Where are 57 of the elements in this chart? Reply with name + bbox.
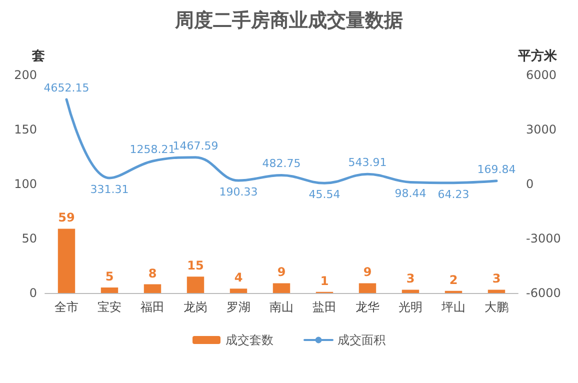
data-label: 64.23 [438,188,470,201]
data-label: 45.54 [308,188,340,202]
data-label: 1467.59 [172,139,218,152]
data-label: 98.44 [394,187,426,200]
bar [272,283,290,293]
data-label: 9 [277,265,286,280]
bar [100,288,118,293]
x-tick-label: 全市 [54,300,78,314]
data-label: 331.31 [90,182,129,196]
bar [230,288,248,293]
bar [358,283,376,293]
y2-axis-title: 平方米 [517,48,558,64]
y-tick-label: 200 [14,68,37,82]
data-label: 1 [320,274,329,288]
data-label: 4 [234,270,243,285]
legend-label: 成交面积 [338,333,386,347]
data-label: 9 [363,265,372,280]
x-tick-label: 盐田 [312,300,336,314]
data-label: 543.91 [348,156,387,170]
data-label: 3 [406,272,415,286]
y2-tick-label: -3000 [526,232,561,246]
y2-tick-label: 6000 [526,68,557,82]
data-label: 3 [492,272,501,286]
chart-title: 周度二手房商业成交量数据 [174,10,403,32]
y-tick-label: 0 [29,286,37,300]
x-tick-label: 南山 [270,300,294,314]
y-tick-label: 100 [14,177,37,191]
legend-label: 成交套数 [226,333,274,347]
bar [58,228,76,293]
data-label: 8 [148,266,157,280]
data-label: 169.84 [477,162,516,176]
y2-tick-label: 0 [526,177,534,191]
y2-tick-label: -6000 [526,286,561,300]
data-label: 1258.21 [130,143,176,156]
y-tick-label: 50 [22,232,37,246]
x-tick-label: 罗湖 [226,300,250,314]
data-label: 4652.15 [44,81,90,94]
x-tick-label: 福田 [140,300,164,314]
bar [402,290,420,293]
data-label: 190.33 [219,186,258,199]
x-tick-label: 龙华 [356,300,380,314]
bar [488,290,506,293]
data-label: 15 [187,258,204,273]
y-axis-title: 套 [31,49,45,64]
x-tick-label: 光明 [398,300,422,314]
data-label: 59 [58,210,75,225]
bar [144,284,162,293]
data-label: 5 [105,270,114,284]
x-tick-label: 坪山 [440,300,466,314]
bar [186,276,204,293]
x-tick-label: 宝安 [98,300,122,314]
data-label: 2 [449,272,458,287]
y-tick-label: 150 [14,122,37,136]
data-label: 482.75 [262,157,301,170]
x-tick-label: 龙岗 [184,300,208,314]
y2-tick-label: 3000 [526,122,557,136]
x-tick-label: 大鹏 [484,300,508,314]
